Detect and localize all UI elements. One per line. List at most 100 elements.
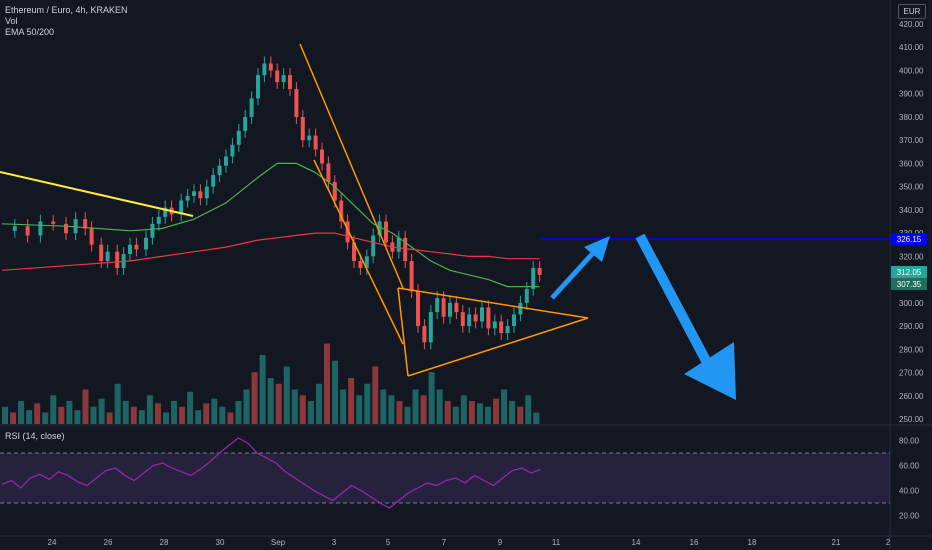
price-tick-label: 420.00: [899, 20, 924, 29]
candle-body: [150, 223, 155, 238]
volume-bar: [82, 389, 89, 424]
candle-body: [300, 116, 305, 141]
time-tick-label: 26: [104, 538, 113, 547]
symbol-title[interactable]: Ethereum / Euro, 4h, KRAKEN: [5, 5, 128, 15]
candle-body: [403, 237, 408, 262]
volume-bar: [525, 395, 532, 424]
time-tick-label: 28: [160, 538, 169, 547]
candle-body: [307, 135, 312, 141]
candle-body: [435, 298, 440, 313]
candle-body: [144, 237, 148, 250]
candle-body: [249, 98, 254, 117]
candle-body: [128, 244, 132, 255]
candle-body: [345, 221, 350, 243]
volume-bar: [106, 412, 113, 424]
price-tick-label: 320.00: [899, 252, 924, 261]
volume-bar: [380, 389, 387, 424]
volume-bar: [267, 378, 274, 424]
volume-bar: [10, 412, 17, 424]
candle-body: [163, 207, 168, 217]
candle-body: [243, 116, 248, 131]
volume-bar: [501, 389, 508, 424]
ema50-line: [1, 162, 540, 288]
candle-body: [89, 228, 94, 245]
time-tick-label: 24: [48, 538, 57, 547]
rsi-tick-label: 80.00: [899, 437, 920, 446]
volume-bar: [195, 410, 202, 424]
chart-legend: Ethereum / Euro, 4h, KRAKEN Vol EMA 50/2…: [5, 5, 128, 38]
price-tick-label: 370.00: [899, 136, 924, 145]
rsi-tick-label: 60.00: [899, 462, 920, 471]
rsi-band: [0, 453, 890, 503]
time-tick-label: Sep: [271, 538, 286, 547]
volume-bar: [98, 398, 105, 424]
candle-body: [217, 165, 222, 176]
time-tick-label: 16: [690, 538, 699, 547]
drawings: [0, 43, 890, 400]
candle-body: [156, 216, 161, 224]
volume-bar: [364, 383, 371, 424]
volume-bar: [315, 383, 322, 424]
last-price-label-bg: [891, 266, 927, 278]
channel-lower-line: [313, 159, 404, 345]
time-tick-label: 14: [632, 538, 641, 547]
volume-bar: [533, 412, 540, 424]
volume-bar: [307, 401, 314, 424]
volume-label[interactable]: Vol: [5, 16, 18, 26]
volume-bar: [299, 395, 306, 424]
volume-bar: [34, 403, 41, 424]
time-tick-label: 3: [332, 538, 337, 547]
ema-label[interactable]: EMA 50/200: [5, 27, 55, 37]
time-tick-label: 11: [552, 538, 561, 547]
candle-body: [448, 302, 452, 317]
volume-bar: [444, 401, 451, 424]
volume-bar: [26, 410, 33, 424]
candle-body: [224, 156, 228, 166]
ema-price-label: 307.35: [897, 280, 922, 289]
candle-body: [256, 75, 260, 99]
price-tick-label: 410.00: [899, 43, 924, 52]
volume-bar: [332, 360, 339, 424]
candle-body: [512, 314, 516, 327]
volume-bar: [235, 401, 242, 424]
up-arrow-head: [584, 236, 610, 262]
volume-bar: [18, 401, 25, 424]
volume-bar: [163, 412, 169, 424]
volume-bar: [227, 412, 234, 424]
triangle-base-line: [397, 287, 409, 377]
volume-bar: [388, 395, 395, 424]
volume-bar: [517, 406, 524, 424]
candle-body: [441, 298, 446, 317]
candle-body: [275, 70, 280, 83]
volume-bar: [420, 395, 427, 424]
volume-bar: [50, 395, 57, 424]
candle-body: [396, 237, 401, 252]
volume-bar: [138, 410, 145, 424]
resistance-price-label-bg: [891, 233, 927, 245]
volume-bar: [90, 406, 97, 424]
time-tick-label: 2: [886, 538, 891, 547]
candle-body: [531, 267, 536, 289]
price-tick-label: 340.00: [899, 206, 924, 215]
volume-bar: [179, 406, 186, 424]
rsi-label[interactable]: RSI (14, close): [5, 431, 65, 441]
ema-price-label-bg: [891, 278, 927, 290]
price-tick-label: 290.00: [899, 322, 924, 331]
candle-body: [179, 200, 184, 215]
candle-body: [268, 63, 273, 71]
currency-badge[interactable]: EUR: [898, 4, 926, 19]
rsi-tick-label: 40.00: [899, 487, 920, 496]
candle-body: [262, 63, 267, 76]
candle-body: [230, 144, 235, 157]
time-tick-label: 5: [386, 538, 391, 547]
ema200-line: [1, 232, 540, 271]
volume-bar: [58, 406, 65, 424]
volume-bar: [122, 401, 129, 424]
candle-body: [192, 191, 196, 196]
candle-body: [51, 221, 56, 224]
candle-body: [384, 221, 388, 243]
volume-bar: [404, 406, 411, 424]
volume-bar: [2, 406, 8, 424]
candle-body: [486, 307, 491, 329]
